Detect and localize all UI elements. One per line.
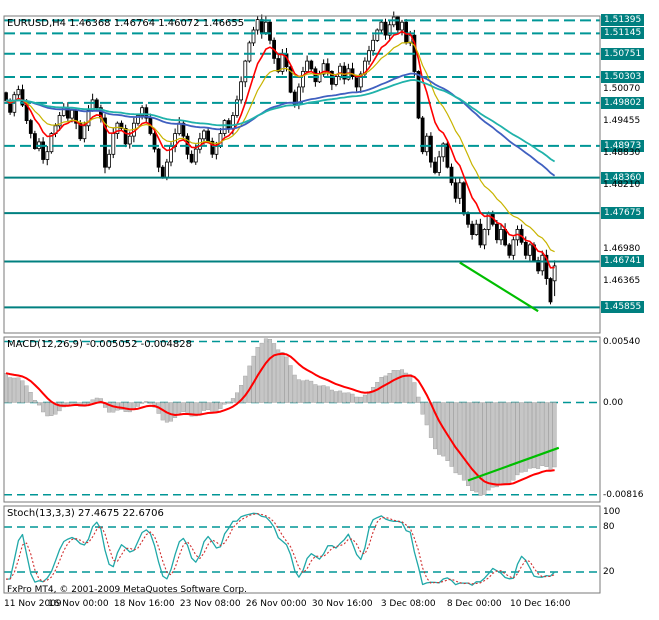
time-axis-label: 23 Nov 08:00 <box>179 599 241 609</box>
stoch-scale-label: 80 <box>603 522 615 532</box>
macd-scale-label: 0.00 <box>603 398 624 408</box>
macd-scale-label: 0.00540 <box>603 337 641 347</box>
macd-panel-frame <box>3 336 601 503</box>
price-tick-label: 1.50070 <box>603 84 641 94</box>
macd-scale-label: -0.00816 <box>603 490 644 500</box>
time-axis-label: 26 Nov 00:00 <box>245 599 307 609</box>
price-level-label: 1.51145 <box>601 27 645 39</box>
ma-slow-blue <box>5 72 556 177</box>
price-level-label: 1.48973 <box>601 140 645 152</box>
main-panel-frame <box>3 15 601 334</box>
time-axis-label: 30 Nov 16:00 <box>311 599 373 609</box>
price-level-label: 1.49802 <box>601 97 645 109</box>
time-axis-label: 11 Nov 2009 <box>4 599 62 609</box>
stoch-scale-label: 20 <box>603 567 615 577</box>
ma-medium-yellow <box>5 41 555 253</box>
price-level-label: 1.50751 <box>601 48 645 60</box>
ma-fast-red <box>5 30 555 269</box>
trendline-green <box>459 261 539 313</box>
price-tick-label: 1.49455 <box>603 116 641 126</box>
stoch-indicator-label: Stoch(13,3,3) 27.4675 22.6706 <box>7 508 164 519</box>
price-tick-label: 1.48830 <box>603 148 641 158</box>
price-tick-label: 1.48210 <box>603 180 641 190</box>
macd-indicator-label: MACD(12,26,9) -0.005052 -0.004828 <box>7 339 192 350</box>
price-level-label: 1.51395 <box>601 14 645 26</box>
time-axis-label: 8 Dec 00:00 <box>446 599 502 609</box>
stoch-d-line <box>5 513 555 585</box>
trendline-green <box>467 446 560 482</box>
price-tick-label: 1.46980 <box>603 244 641 254</box>
price-level-label: 1.45855 <box>601 301 645 313</box>
stoch-scale-label: 100 <box>603 507 621 517</box>
price-level-label: 1.50303 <box>601 71 645 83</box>
chart-symbol-title: EURUSD,H4 1.46368 1.46764 1.46072 1.4665… <box>7 18 245 29</box>
time-axis-label: 16 Nov 00:00 <box>47 599 109 609</box>
time-axis-label: 3 Dec 08:00 <box>380 599 436 609</box>
price-tick-label: 1.46365 <box>603 276 641 286</box>
ma-slowest-teal <box>5 79 556 163</box>
price-level-label: 1.46741 <box>601 255 645 267</box>
copyright-text: FxPro MT4, © 2001-2009 MetaQuotes Softwa… <box>7 585 247 595</box>
price-level-label: 1.48360 <box>601 172 645 184</box>
candles-group <box>4 11 557 305</box>
macd-signal-line <box>5 352 555 486</box>
stoch-k-line <box>5 512 556 586</box>
time-axis-label: 10 Dec 16:00 <box>509 599 571 609</box>
stoch-panel-frame <box>3 505 601 594</box>
time-axis-label: 18 Nov 16:00 <box>113 599 175 609</box>
price-level-label: 1.47675 <box>601 207 645 219</box>
